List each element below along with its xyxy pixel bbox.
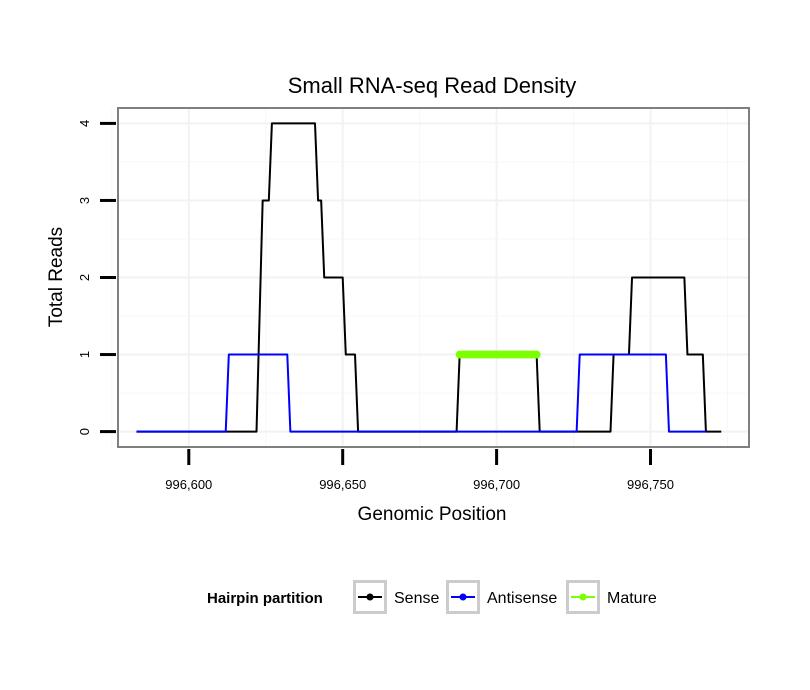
mature-point — [532, 350, 541, 359]
legend-label: Sense — [394, 590, 439, 607]
x-axis-title: Genomic Position — [358, 504, 507, 525]
legend-label: Antisense — [487, 590, 557, 607]
y-tick-label: 4 — [77, 120, 92, 127]
series-line-antisense — [136, 353, 706, 433]
y-axis-title: Total Reads — [46, 227, 67, 327]
series-layer — [136, 122, 722, 433]
legend-key-point — [366, 593, 374, 601]
legend-key-point — [579, 593, 587, 601]
legend: Hairpin partition Sense Antisense Mature — [207, 580, 657, 614]
x-tick-label: 996,750 — [627, 477, 674, 492]
legend-label: Mature — [607, 590, 657, 607]
x-tick-label: 996,600 — [165, 477, 212, 492]
y-tick-label: 2 — [77, 274, 92, 281]
x-tick-label: 996,650 — [319, 477, 366, 492]
y-axis: 0 1 2 3 4 — [77, 120, 116, 435]
legend-item-sense: Sense — [353, 580, 439, 614]
legend-key-point — [459, 593, 467, 601]
y-tick-label: 3 — [77, 197, 92, 204]
x-axis: 996,600 996,650 996,700 996,750 — [165, 449, 674, 492]
legend-title: Hairpin partition — [207, 590, 323, 607]
legend-item-mature: Mature — [566, 580, 657, 614]
plot-border — [117, 107, 750, 448]
y-tick-label: 0 — [77, 428, 92, 435]
legend-item-antisense: Antisense — [446, 580, 557, 614]
x-tick-label: 996,700 — [473, 477, 520, 492]
chart-title: Small RNA-seq Read Density — [288, 73, 577, 98]
y-tick-label: 1 — [77, 351, 92, 358]
